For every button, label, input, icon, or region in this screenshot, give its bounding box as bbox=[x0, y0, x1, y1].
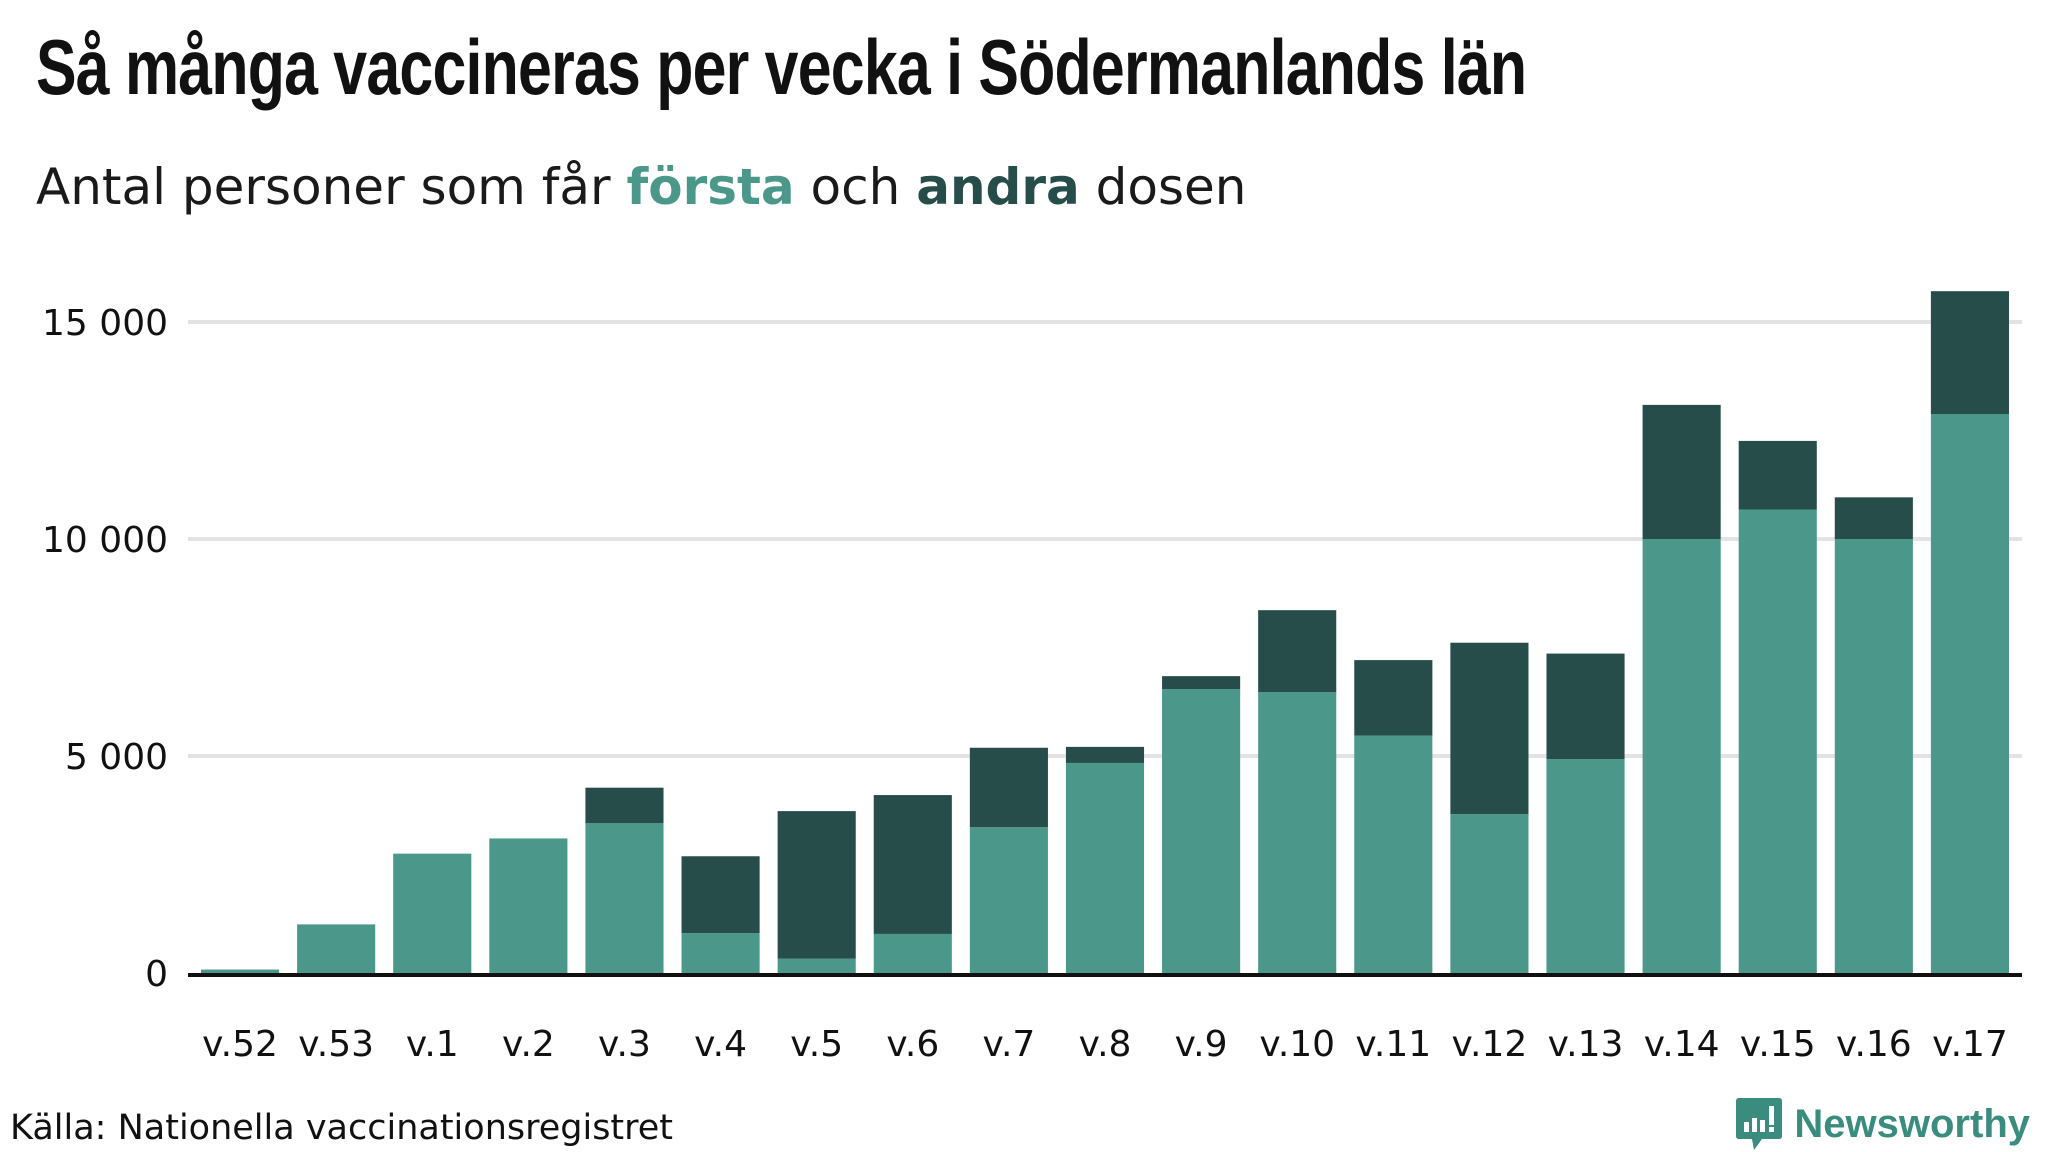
y-tick-label: 10 000 bbox=[42, 520, 168, 561]
bar-second-dose bbox=[1450, 642, 1529, 815]
y-tick-label: 0 bbox=[145, 954, 168, 995]
legend-second-dose: andra bbox=[916, 158, 1080, 216]
bar-first-dose bbox=[585, 823, 664, 973]
bar-second-dose bbox=[1738, 440, 1817, 510]
x-axis-ticks: v.52 v.53 v.1 v.2 v.3 v.4 v.5 v.6 v.7 v.8 v.9 v.10 v… bbox=[202, 1024, 2008, 1065]
bar-first-dose bbox=[1546, 759, 1625, 973]
x-tick-label: v.3 bbox=[598, 1024, 651, 1065]
x-tick-label: v.14 bbox=[1644, 1024, 1720, 1065]
x-tick-label: v.8 bbox=[1079, 1024, 1132, 1065]
x-tick-label: v.9 bbox=[1175, 1024, 1228, 1065]
bar-first-dose bbox=[1258, 692, 1337, 973]
logo-text: Newsworthy bbox=[1794, 1101, 2030, 1146]
x-tick-label: v.17 bbox=[1932, 1024, 2008, 1065]
chart-subtitle: Antal personer som får första och andra … bbox=[36, 158, 1246, 216]
bar-second-dose bbox=[1354, 660, 1433, 736]
x-tick-label: v.2 bbox=[502, 1024, 555, 1065]
x-tick-label: v.16 bbox=[1836, 1024, 1912, 1065]
bar-first-dose bbox=[777, 958, 856, 973]
subtitle-suffix: dosen bbox=[1079, 158, 1247, 216]
bar-first-dose bbox=[873, 933, 952, 973]
bar-second-dose bbox=[1162, 676, 1241, 690]
x-tick-label: v.7 bbox=[982, 1024, 1035, 1065]
chart-title: Så många vaccineras per vecka i Söderman… bbox=[36, 23, 1527, 111]
bar-second-dose bbox=[585, 787, 664, 824]
bar-first-dose bbox=[1738, 509, 1817, 973]
x-tick-label: v.10 bbox=[1259, 1024, 1335, 1065]
bar-first-dose bbox=[1450, 814, 1529, 973]
subtitle-mid: och bbox=[794, 158, 917, 216]
x-tick-label: v.52 bbox=[202, 1024, 278, 1065]
bar-first-dose bbox=[201, 969, 280, 973]
x-tick-label: v.11 bbox=[1355, 1024, 1431, 1065]
x-tick-label: v.4 bbox=[694, 1024, 747, 1065]
bar-second-dose bbox=[1065, 746, 1145, 763]
newsworthy-logo: Newsworthy bbox=[1736, 1098, 2030, 1150]
bar-second-dose bbox=[1642, 404, 1721, 539]
bar-first-dose bbox=[1834, 539, 1913, 973]
x-tick-label: v.1 bbox=[406, 1024, 459, 1065]
bar-first-dose bbox=[969, 827, 1048, 973]
bar-second-dose bbox=[1546, 653, 1625, 760]
bar-second-dose bbox=[969, 747, 1048, 828]
x-tick-label: v.15 bbox=[1740, 1024, 1816, 1065]
bar-first-dose bbox=[489, 838, 568, 973]
bars bbox=[201, 291, 2009, 973]
bar-first-dose bbox=[297, 924, 376, 973]
bar-first-dose bbox=[1354, 735, 1433, 973]
y-tick-label: 15 000 bbox=[42, 303, 168, 344]
bar-first-dose bbox=[393, 853, 472, 973]
x-tick-label: v.13 bbox=[1548, 1024, 1624, 1065]
bar-second-dose bbox=[777, 811, 856, 959]
bar-second-dose bbox=[681, 856, 760, 934]
x-tick-label: v.5 bbox=[790, 1024, 843, 1065]
bar-first-dose bbox=[681, 933, 760, 973]
subtitle-prefix: Antal personer som får bbox=[36, 158, 627, 216]
x-tick-label: v.53 bbox=[298, 1024, 374, 1065]
x-tick-label: v.12 bbox=[1452, 1024, 1528, 1065]
bar-second-dose bbox=[1258, 610, 1337, 693]
newsworthy-logo-icon bbox=[1736, 1098, 1783, 1150]
bar-second-dose bbox=[1834, 497, 1913, 539]
bar-first-dose bbox=[1162, 689, 1241, 973]
source-note: Källa: Nationella vaccinationsregistret bbox=[10, 1108, 674, 1148]
x-tick-label: v.6 bbox=[886, 1024, 939, 1065]
bar-first-dose bbox=[1642, 539, 1721, 973]
bar-second-dose bbox=[1930, 291, 2009, 415]
bar-first-dose bbox=[1930, 414, 2009, 973]
y-axis-ticks: 0 5 000 10 000 15 000 bbox=[42, 303, 168, 995]
bar-first-dose bbox=[1065, 762, 1145, 973]
y-tick-label: 5 000 bbox=[65, 737, 168, 778]
legend-first-dose: första bbox=[626, 158, 795, 216]
bar-second-dose bbox=[873, 795, 952, 934]
